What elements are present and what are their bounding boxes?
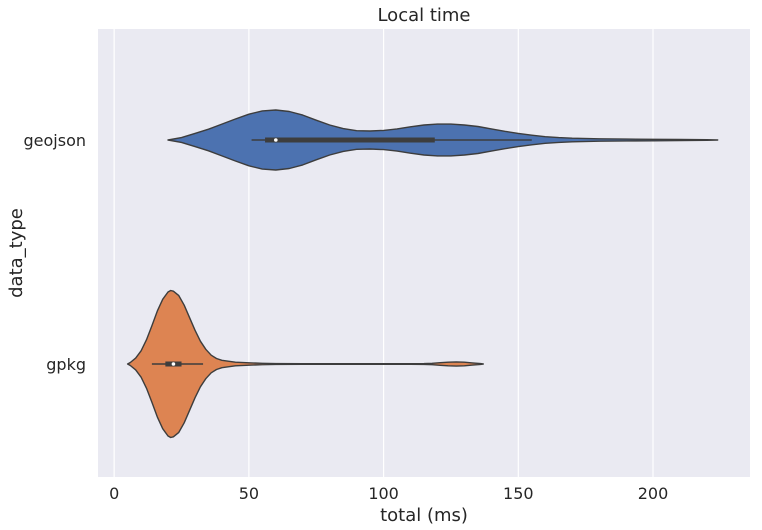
y-axis-ticks: geojson gpkg	[24, 131, 87, 374]
x-axis-ticks: 0 50 100 150 200	[109, 484, 668, 503]
median-marker-geojson	[274, 138, 278, 142]
iqr-box-geojson	[265, 137, 435, 143]
violin-gpkg	[126, 289, 484, 439]
x-tick-label: 200	[638, 484, 669, 503]
x-tick-label: 100	[368, 484, 399, 503]
plot-area	[98, 29, 750, 477]
x-tick-label: 50	[239, 484, 259, 503]
violins	[126, 109, 719, 439]
chart-title: Local time	[377, 5, 470, 26]
median-marker-gpkg	[171, 362, 176, 366]
y-tick-label: geojson	[24, 131, 87, 150]
x-tick-label: 0	[109, 484, 119, 503]
y-tick-label: gpkg	[46, 355, 86, 374]
y-axis-label: data_type	[6, 208, 27, 298]
grid-lines	[113, 29, 654, 477]
x-tick-label: 150	[503, 484, 534, 503]
x-axis-label: total (ms)	[380, 505, 468, 526]
